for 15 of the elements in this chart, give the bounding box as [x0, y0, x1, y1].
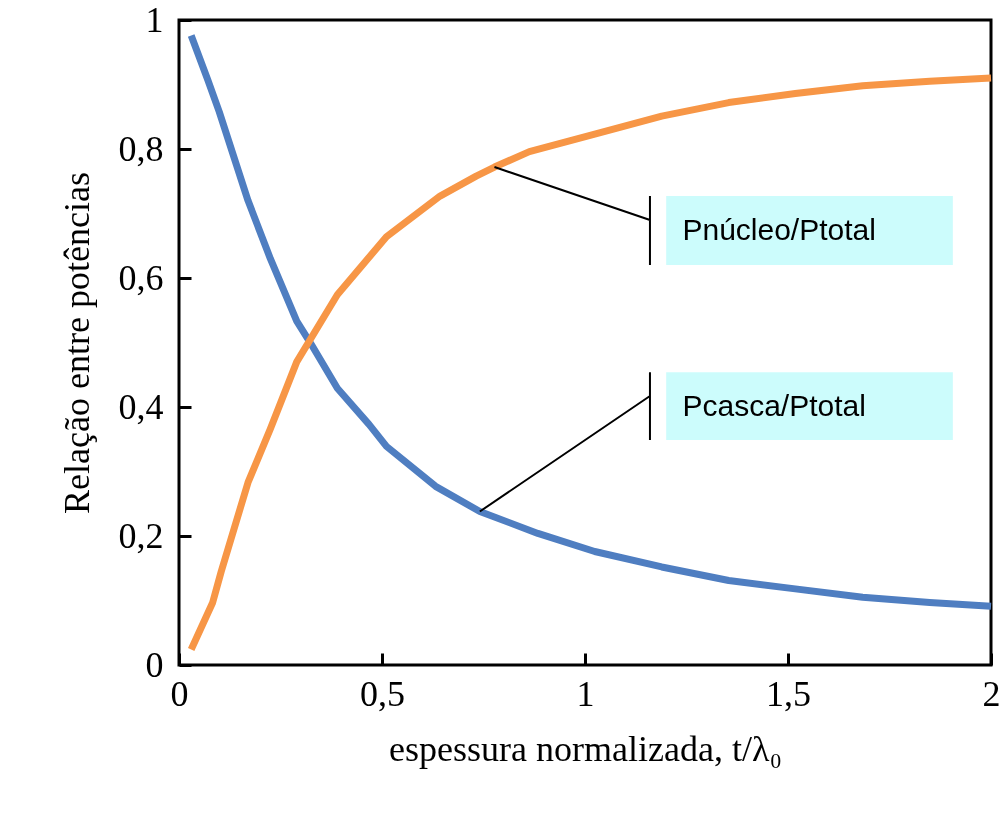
- x-axis-title: espessura normalizada, t/λ₀: [389, 728, 782, 769]
- y-tick-label: 1: [145, 0, 164, 40]
- y-tick-label: 0,8: [118, 128, 164, 169]
- x-tick-label: 0,5: [360, 673, 405, 714]
- y-tick-label: 0,6: [118, 257, 164, 298]
- y-tick-label: 0,2: [118, 515, 164, 556]
- x-tick-label: 2: [982, 673, 1001, 714]
- x-tick-label: 1,5: [766, 673, 811, 714]
- y-tick-label: 0,4: [118, 386, 164, 427]
- annotation: Pcasca/Ptotal: [682, 389, 866, 422]
- annotation: Pnúcleo/Ptotal: [682, 212, 876, 246]
- x-tick-label: 0: [170, 673, 189, 714]
- x-tick-label: 1: [576, 673, 595, 714]
- y-tick-label: 0: [145, 644, 164, 685]
- y-axis-title: Relação entre potências: [56, 172, 97, 514]
